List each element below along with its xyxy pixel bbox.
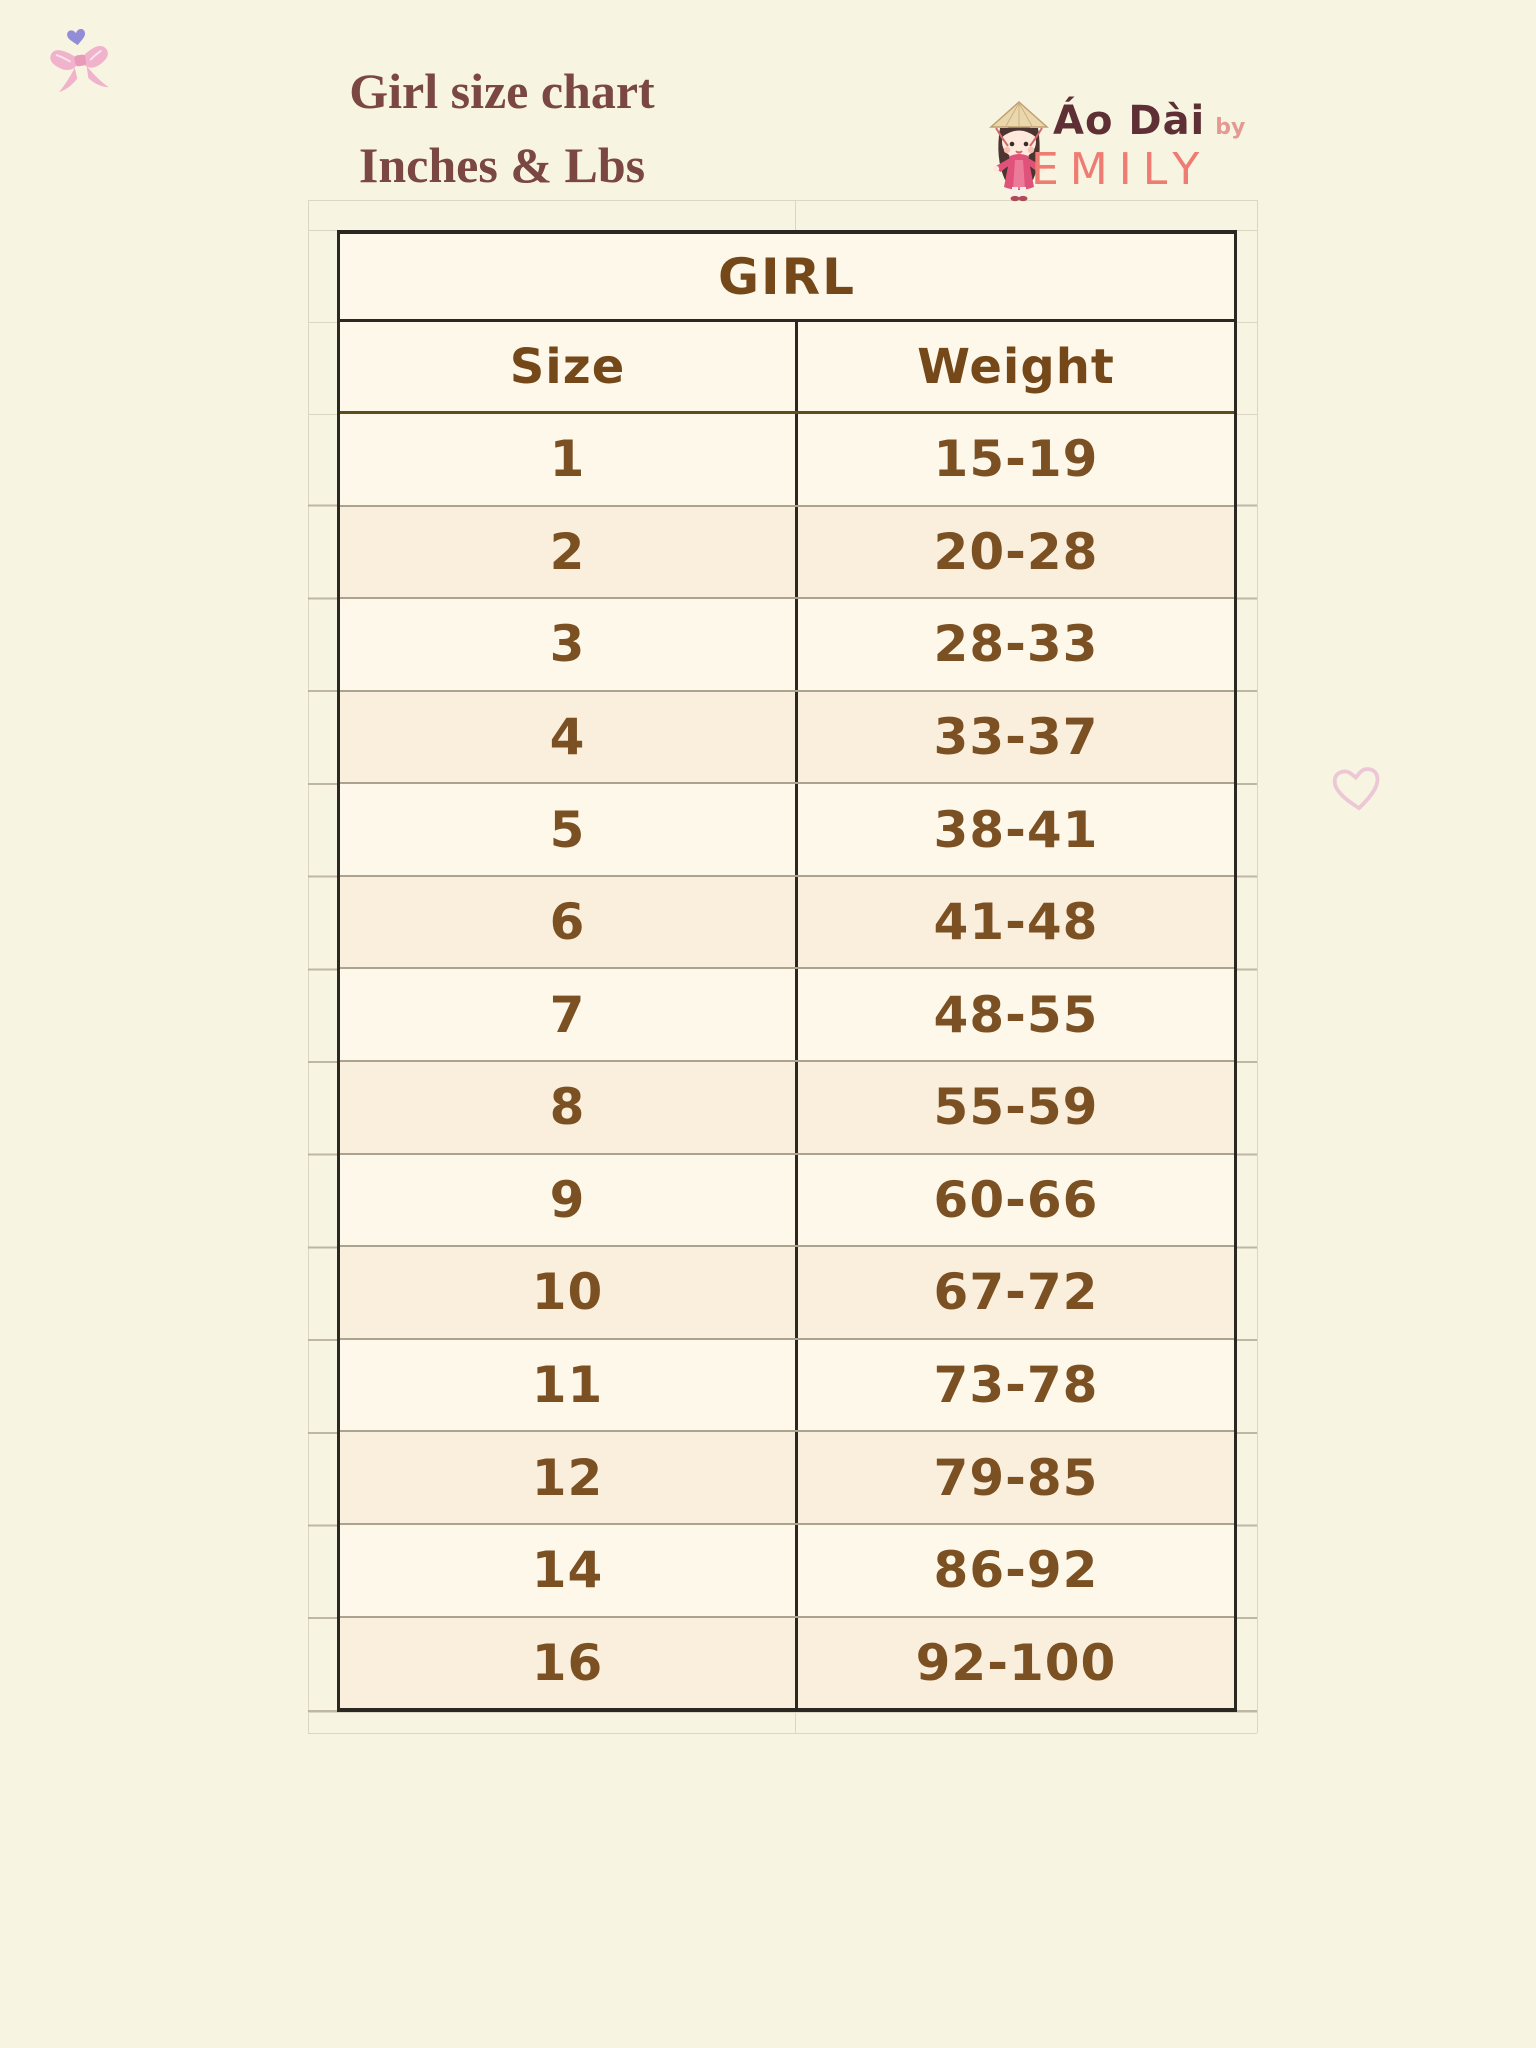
table-row: 16 92-100 — [340, 1617, 1234, 1709]
size-cell: 6 — [340, 876, 798, 968]
row-separator-extensions-right — [1237, 414, 1257, 1712]
size-cell: 1 — [340, 414, 798, 505]
weight-cell: 38-41 — [933, 800, 1099, 859]
size-cell: 16 — [340, 1617, 798, 1709]
table-row: 5 38-41 — [340, 784, 1234, 877]
size-cell: 14 — [340, 1524, 798, 1616]
weight-cell: 67-72 — [933, 1263, 1099, 1322]
size-cell: 8 — [340, 1062, 798, 1153]
size-cell: 12 — [340, 1432, 798, 1523]
table-row: 14 86-92 — [340, 1524, 1234, 1618]
table-row: 7 48-55 — [340, 969, 1234, 1063]
size-cell: 9 — [340, 1154, 798, 1246]
table-body: 1 15-19 2 20-28 3 28-3 — [340, 414, 1234, 1709]
column-header-size: Size — [340, 322, 798, 411]
table-title-text: GIRL — [717, 247, 856, 306]
size-cell: 11 — [340, 1339, 798, 1431]
column-header-weight: Weight — [917, 338, 1115, 395]
table-row: 4 33-37 — [340, 691, 1234, 785]
table-row: 10 67-72 — [340, 1247, 1234, 1340]
table-title-cell: GIRL — [340, 234, 1234, 322]
weight-cell: 92-100 — [915, 1633, 1117, 1692]
table-row: 8 55-59 — [340, 1062, 1234, 1155]
weight-cell: 55-59 — [933, 1078, 1099, 1137]
weight-cell: 60-66 — [933, 1170, 1099, 1229]
size-cell: 5 — [340, 784, 798, 875]
weight-cell: 48-55 — [933, 985, 1099, 1044]
weight-cell: 79-85 — [933, 1448, 1099, 1507]
brand-title: Áo Dài by — [1053, 98, 1245, 144]
size-cell: 2 — [340, 506, 798, 598]
size-chart-table: GIRL Size Weight 1 15-19 2 — [337, 230, 1237, 1712]
weight-cell: 41-48 — [933, 893, 1099, 952]
brand-logo: Áo Dài by EMILY — [985, 80, 1315, 210]
grid-line-horizontal — [308, 1733, 1257, 1734]
bow-with-heart-icon — [50, 28, 109, 93]
size-cell: 7 — [340, 969, 798, 1061]
table-header-row: Size Weight — [340, 322, 1234, 414]
brand-title-text: Áo Dài — [1053, 98, 1206, 144]
page-title-line2: Inches & Lbs — [358, 137, 646, 193]
table-row: 6 41-48 — [340, 876, 1234, 970]
weight-cell: 33-37 — [933, 708, 1099, 767]
size-cell: 10 — [340, 1247, 798, 1338]
weight-cell: 20-28 — [933, 522, 1099, 581]
brand-by-text: by — [1215, 115, 1246, 140]
table-row: 12 79-85 — [340, 1432, 1234, 1525]
heart-outline-icon — [1332, 767, 1380, 811]
table-row: 2 20-28 — [340, 506, 1234, 600]
weight-cell: 28-33 — [933, 615, 1099, 674]
table-row: 11 73-78 — [340, 1339, 1234, 1433]
girl-in-conical-hat-icon — [989, 100, 1049, 202]
brand-name-text: EMILY — [1031, 144, 1211, 195]
grid-line-horizontal — [308, 200, 1257, 201]
size-cell: 4 — [340, 691, 798, 783]
weight-cell: 15-19 — [933, 430, 1099, 489]
weight-cell: 86-92 — [933, 1541, 1099, 1600]
page-title-line1: Girl size chart — [349, 63, 655, 119]
table-row: 3 28-33 — [340, 599, 1234, 692]
grid-line-vertical — [1257, 200, 1258, 1733]
table-row: 1 15-19 — [340, 414, 1234, 507]
table-row: 9 60-66 — [340, 1154, 1234, 1248]
page-title: Girl size chart Inches & Lbs — [202, 54, 802, 202]
weight-cell: 73-78 — [933, 1356, 1099, 1415]
size-cell: 3 — [340, 599, 798, 690]
row-separator-extensions-left — [308, 414, 337, 1712]
grid-line-horizontal — [308, 1712, 1257, 1713]
